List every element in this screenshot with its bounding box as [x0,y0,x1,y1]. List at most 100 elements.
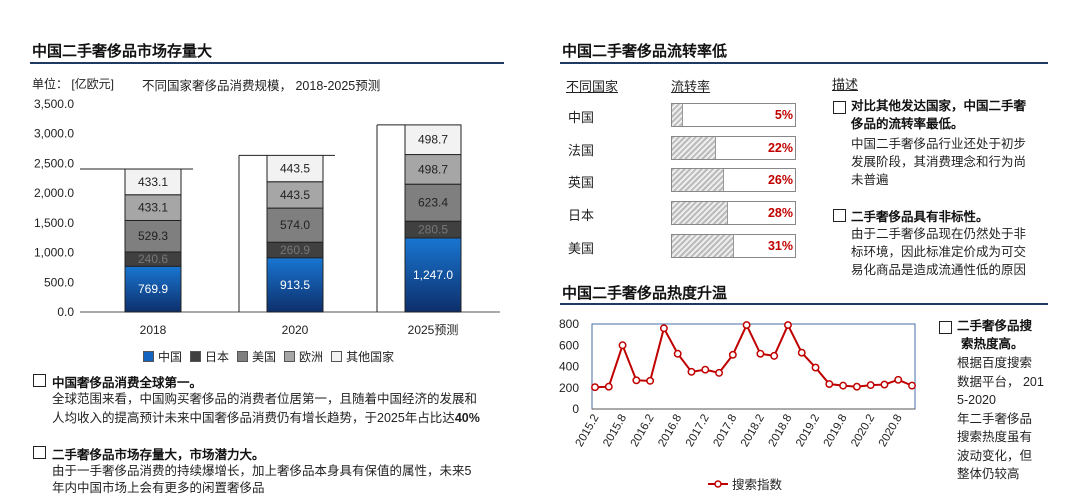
data-point [825,380,834,388]
bar-segment-3 [266,207,324,243]
x-tick-label: 2020 [282,323,309,337]
bar-segment-label: 574.0 [280,218,310,232]
bar-segment-label: 240.6 [138,252,168,266]
legend-label: 美国 [252,350,277,364]
country-label: 中国 [568,110,595,125]
rate-bar-value: 22% [767,141,793,155]
heat-bullet-body-line: 根据百度搜索 [957,356,1033,370]
bar-segment-label: 913.5 [280,278,310,292]
legend-swatch [331,351,343,362]
bar-segment-label: 1,247.0 [413,268,453,282]
bar-segment-label: 529.3 [138,229,168,243]
bullet-checkbox-icon [33,374,46,387]
turnover-bullet-body-2: 由于二手奢侈品现在仍然处于非 标环境，因此标准定价成为可交 易化商品是造成流通性… [851,225,1026,279]
y-tick-label: 2,000.0 [34,186,74,200]
country-label: 法国 [568,143,595,158]
x-tick-label: 2019.8 [822,413,850,449]
y-tick-label: 3,500.0 [34,97,74,111]
legend-swatch [284,351,296,362]
left-section-title: 中国二手奢侈品市场存量大 [32,43,213,60]
legend-marker [714,480,722,488]
rate-bar-track: 22% [671,136,796,160]
legend-item: 中国 [143,350,182,364]
bullet-checkbox-icon [833,101,846,114]
x-tick-label: 2020.2 [849,413,877,449]
y-tick-label: 200 [559,381,579,395]
y-tick-label: 400 [559,360,579,374]
heat-bullet-body-line: 整体仍较高 [957,467,1020,481]
x-tick-label: 2018.8 [767,413,795,449]
bar-segment-3 [404,183,462,222]
data-point [701,365,710,374]
legend-label: 欧洲 [299,350,324,364]
bar-segment-label: 769.9 [138,282,168,296]
bullet-head-2: 二手奢侈品市场存量大，市场潜力大。 [52,448,265,462]
bullet-checkbox-icon [939,321,952,334]
bar-segment-label: 498.7 [418,162,448,176]
turnover-bullet-body-2-line: 易化商品是造成流通性低的原因 [851,263,1027,277]
heat-bullet-head-line: 索热度高。 [961,337,1024,351]
rate-bar-track: 5% [671,103,796,127]
turnover-bullet-head-1-line: 侈品的流转率最低。 [851,117,964,131]
legend-label: 中国 [158,350,183,364]
turnover-bullet-body-1-line: 中国二手奢侈品行业还处于初步 [851,137,1027,151]
data-point [715,368,723,377]
turnover-bullet-head-1-line: 对比其他发达国家，中国二手奢 [851,99,1027,113]
data-point [632,376,641,385]
bar-segment-label: 443.5 [280,188,310,202]
y-tick-label: 2,500.0 [34,156,74,170]
data-point [839,381,848,390]
x-tick-label: 2018.2 [739,413,767,449]
legend-label: 其他国家 [346,350,395,364]
heat-bullet-body-line: 波动变化，但 [957,448,1033,463]
bullet-checkbox-icon [33,446,46,459]
legend-swatch [237,351,249,362]
bullet-body-1: 全球范围来看，中国购买奢侈品的消费者位居第一，且随着中国经济的发展和 人均收入的… [52,390,480,428]
bar-segment-5 [124,168,182,196]
unit-label: 单位： [亿欧元] [32,77,115,91]
turnover-bullet-body-1-line: 未普遍 [851,173,889,187]
turnover-bullet-body-1: 中国二手奢侈品行业还处于初步 发展阶段，其消费理念和行为尚 未普遍 [851,135,1026,189]
x-tick-label: 2020.8 [877,413,905,449]
x-tick-label: 2017.2 [684,413,712,449]
heat-bullet-body: 根据百度搜索 数据平台， 201 5-2020 年二手奢侈品 搜索热度虽有 波动… [957,354,1044,484]
bar-segment-4 [124,194,182,221]
data-point [852,382,861,391]
turnover-bullet-head-2: 二手奢侈品具有非标性。 [851,210,989,224]
bar-segment-1 [404,237,462,313]
rate-bar-value: 5% [774,108,793,122]
heat-bullet-body-line: 搜索热度虽有 [957,430,1033,444]
bar-segment-label: 498.7 [418,133,448,147]
y-tick-label: 1,000.0 [34,246,74,260]
rate-bar-track: 26% [671,168,796,192]
rate-bar-fill [672,202,729,224]
bullet-checkbox-icon [833,209,846,222]
bar-segment-5 [404,124,462,156]
bar-segment-4 [266,181,324,209]
legend-label: 搜索指数 [732,477,783,492]
x-tick-label: 2015.8 [601,413,629,449]
x-tick-label: 2015.2 [574,413,602,449]
bar-segment-label: 260.9 [280,243,310,257]
x-tick-label: 2025预测 [408,323,459,337]
rate-bar-track: 28% [671,201,796,225]
bar-segment-label: 280.5 [418,223,448,237]
bar-segment-3 [124,219,182,253]
column-header-country: 不同国家 [566,79,619,94]
bullet-body-1-line: 全球范围来看，中国购买奢侈品的消费者位居第一，且随着中国经济的发展和 [52,392,478,406]
legend-swatch [143,351,154,362]
x-tick-label: 2016.8 [656,413,684,449]
bar-segment-label: 433.1 [138,175,168,189]
bullet-body-1-highlight: 40% [454,411,480,425]
legend-item: 美国 [237,350,276,364]
country-label: 美国 [568,241,595,256]
left-title-rule [30,62,504,64]
data-point [811,363,820,372]
data-point [646,376,655,385]
data-point [880,380,889,389]
bar-segment-4 [404,154,462,185]
data-point [591,383,599,392]
bullet-body-2-line: 由于一手奢侈品消费的持续爆增长，加上奢侈品本身具有保值的属性，未来5 [52,464,472,478]
data-point [756,349,765,358]
